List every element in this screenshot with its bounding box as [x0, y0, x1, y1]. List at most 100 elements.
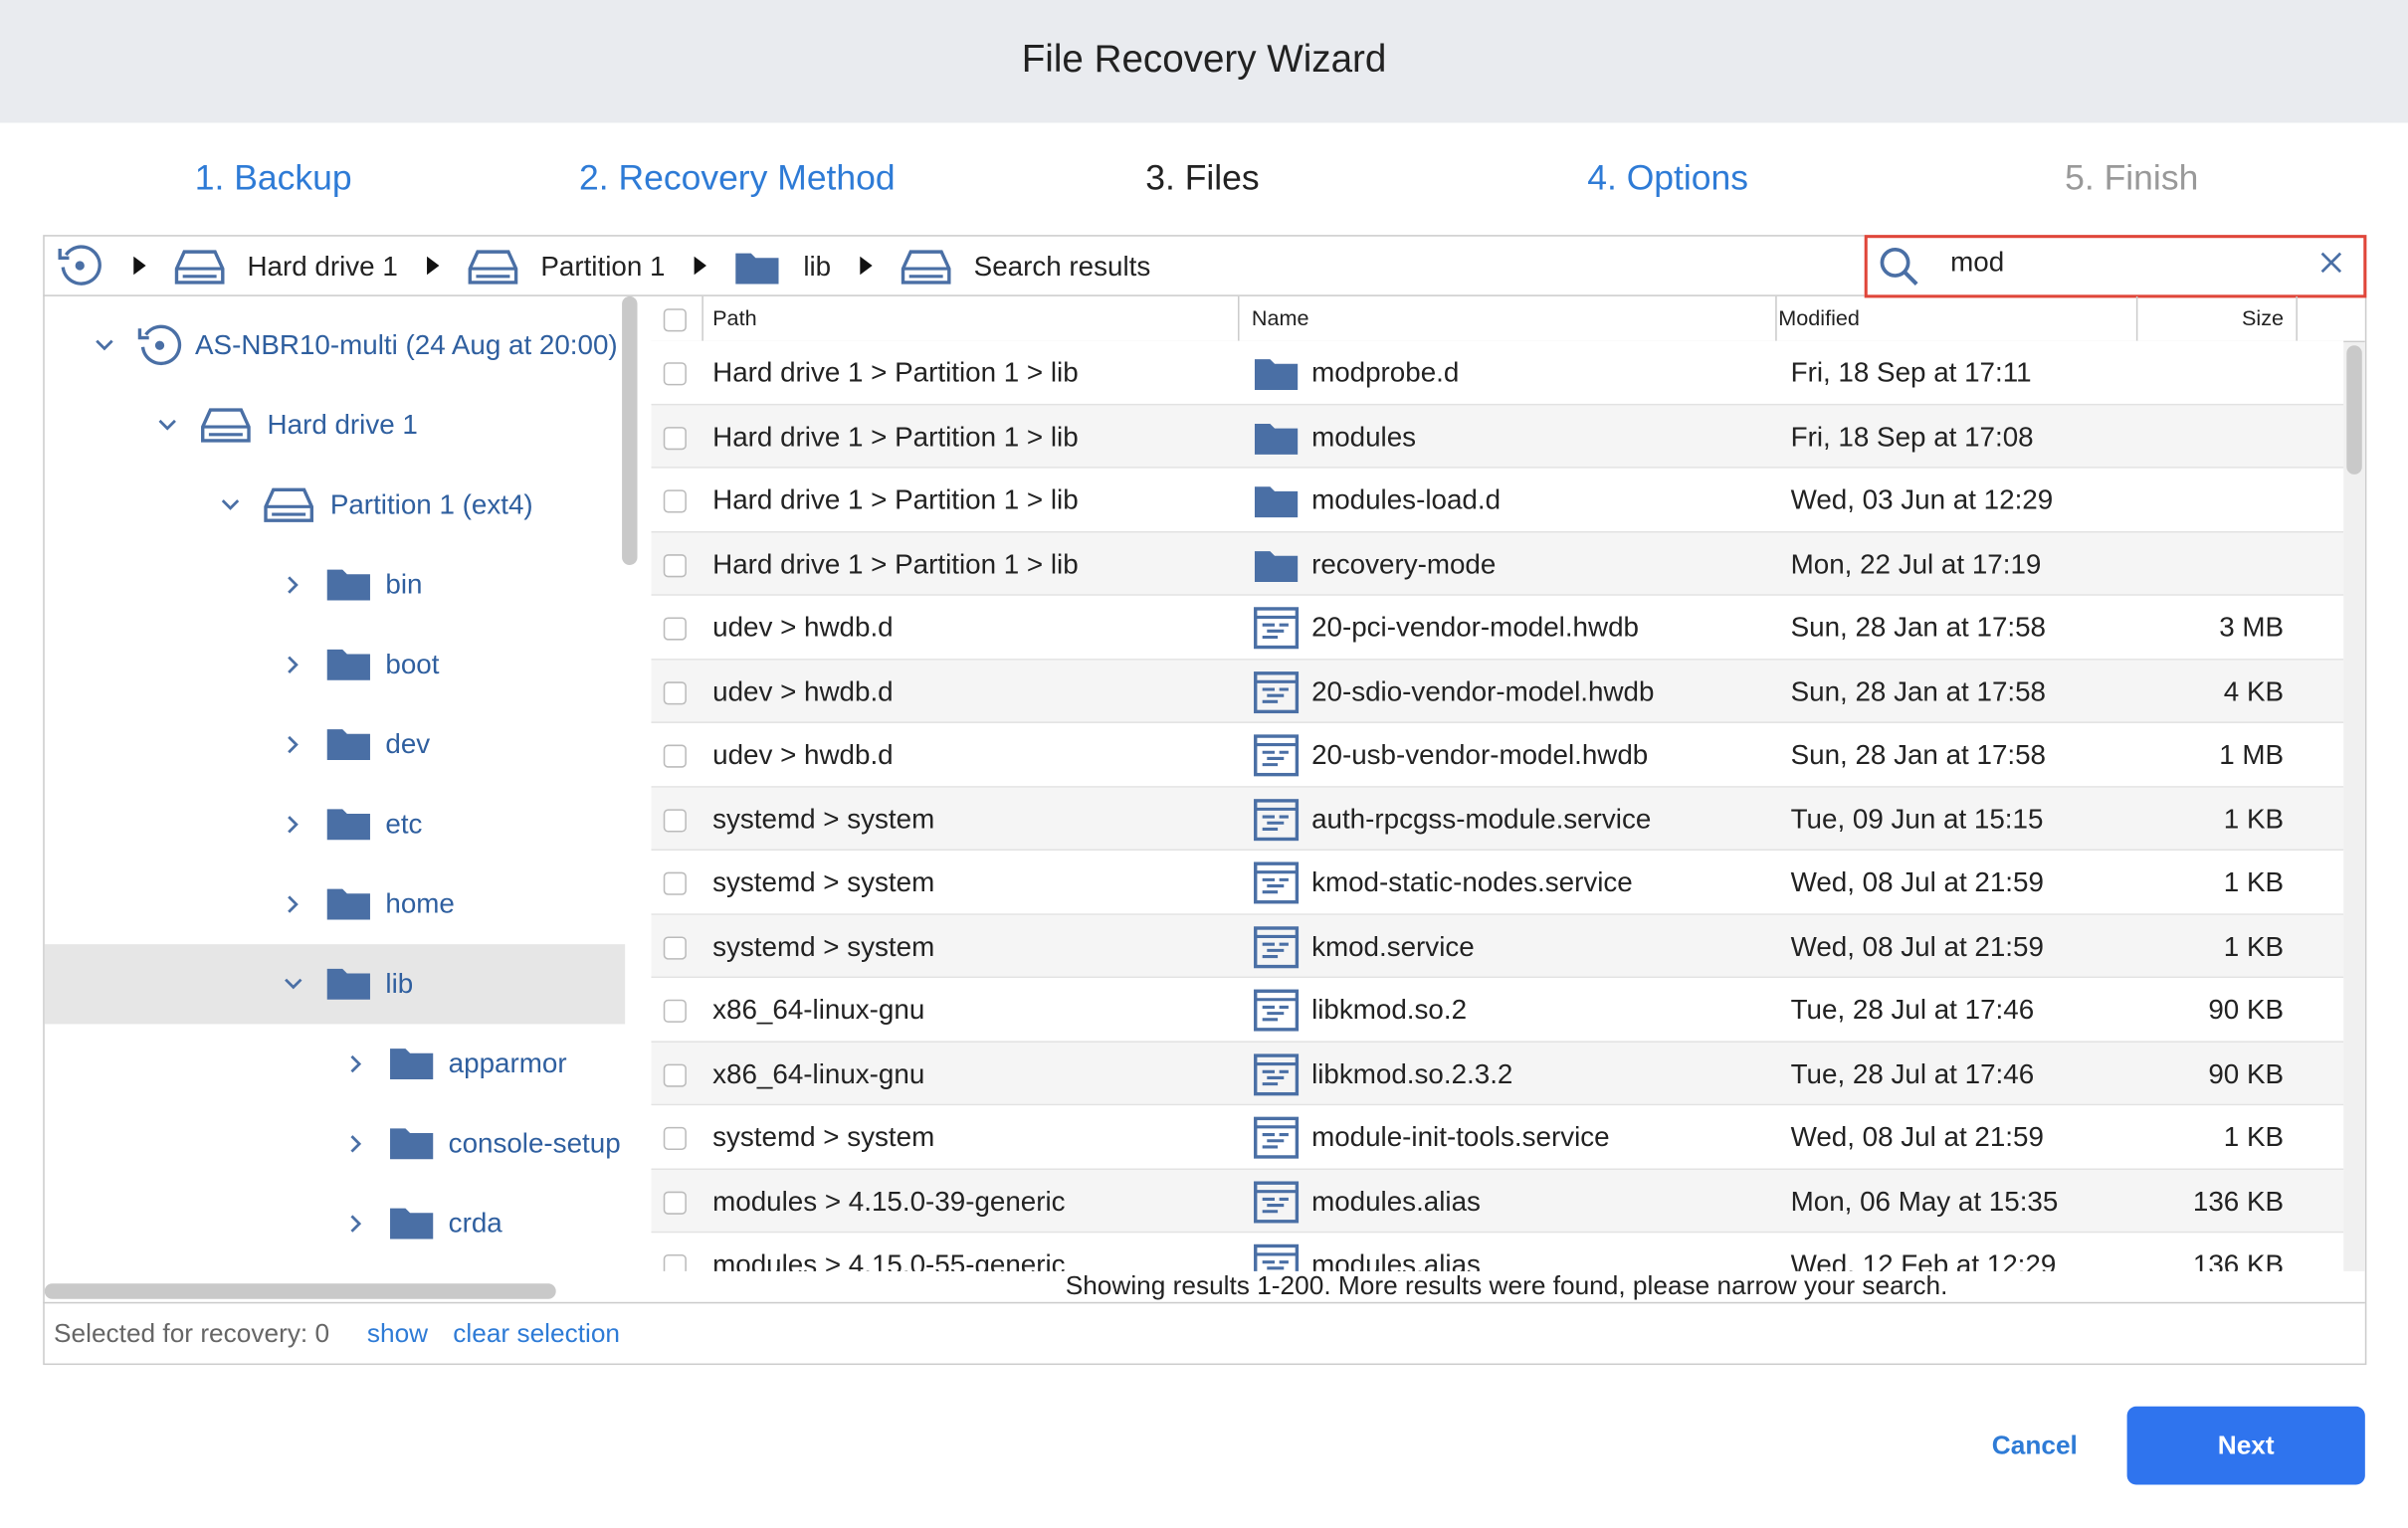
checkbox[interactable] — [663, 489, 687, 513]
table-row[interactable] — [651, 405, 2344, 470]
checkbox[interactable] — [663, 744, 687, 768]
tree-icon-svg — [326, 888, 370, 920]
tree-label[interactable]: apparmor — [448, 1048, 567, 1079]
file-icon — [1253, 989, 1300, 1040]
next-button[interactable]: Next — [2126, 1406, 2365, 1485]
tree-label[interactable]: Hard drive 1 — [267, 409, 418, 441]
tree-toggle-svg — [350, 1054, 362, 1073]
file-icon — [1253, 1052, 1300, 1103]
table-row[interactable] — [651, 1169, 2344, 1234]
checkbox[interactable] — [663, 1062, 687, 1086]
modified-cell: Wed, 12 Feb at 12:29 — [1790, 1248, 2057, 1271]
tree-toggle — [345, 1213, 367, 1242]
tree-label[interactable]: bin — [385, 568, 423, 600]
breadcrumb-arrow — [693, 255, 707, 284]
size-cell: 136 KB — [2192, 1248, 2285, 1271]
wizard-step[interactable]: 4. Options — [1587, 157, 1749, 198]
footer-divider — [43, 1301, 2365, 1304]
path-cell: udev > hwdb.d — [712, 739, 894, 771]
path-cell: Hard drive 1 > Partition 1 > lib — [712, 420, 1079, 452]
column-divider — [1237, 295, 1240, 341]
status-text: Showing results 1-200. More results were… — [1065, 1270, 1948, 1301]
table-row[interactable] — [651, 914, 2344, 979]
checkbox[interactable] — [663, 308, 687, 332]
search-input[interactable]: mod — [1950, 246, 2005, 278]
file-icon-svg — [1254, 925, 1300, 968]
checkbox[interactable] — [663, 617, 687, 641]
drive-icon — [467, 247, 518, 294]
tree-icon — [388, 1045, 434, 1089]
modified-cell: Mon, 06 May at 15:35 — [1790, 1185, 2059, 1217]
checkbox[interactable] — [663, 362, 687, 386]
tree-label[interactable]: dev — [385, 728, 431, 760]
name-cell: modules-load.d — [1311, 483, 1502, 515]
tree-toggle — [283, 814, 304, 843]
checkbox[interactable] — [663, 871, 687, 895]
checkbox[interactable] — [663, 1126, 687, 1151]
breadcrumb-item[interactable]: Search results — [973, 251, 1151, 283]
wizard-step[interactable]: 1. Backup — [194, 157, 352, 198]
cancel-button[interactable]: Cancel — [1991, 1431, 2078, 1460]
name-cell: libkmod.so.2.3.2 — [1311, 1057, 1513, 1089]
checkbox[interactable] — [663, 680, 687, 704]
clear-selection-link[interactable]: clear selection — [453, 1318, 621, 1349]
table-row[interactable] — [651, 851, 2344, 915]
checkbox[interactable] — [663, 1190, 687, 1215]
header-bar — [0, 0, 2408, 123]
wizard-step[interactable]: 5. Finish — [2065, 157, 2199, 198]
table-row[interactable] — [651, 596, 2344, 661]
table-row[interactable] — [651, 532, 2344, 597]
table-row[interactable] — [651, 1233, 2344, 1271]
tree-icon — [200, 405, 252, 453]
file-icon — [1253, 925, 1300, 976]
tree-label[interactable]: crda — [448, 1207, 502, 1239]
tree-label[interactable]: Partition 1 (ext4) — [329, 488, 533, 520]
column-header[interactable]: Name — [1251, 305, 1309, 330]
checkbox[interactable] — [663, 935, 687, 959]
table-row[interactable] — [651, 1042, 2344, 1106]
tree-icon — [263, 485, 314, 533]
table-row[interactable] — [651, 1105, 2344, 1170]
checkbox[interactable] — [663, 999, 687, 1023]
search-box[interactable] — [1864, 235, 2367, 298]
column-header[interactable]: Size — [2242, 305, 2285, 330]
name-cell: kmod-static-nodes.service — [1311, 866, 1633, 898]
checkbox[interactable] — [663, 426, 687, 450]
tree-label[interactable]: home — [385, 887, 455, 919]
breadcrumb-item[interactable]: Partition 1 — [540, 251, 666, 283]
column-header[interactable]: Modified — [1778, 305, 1860, 330]
checkbox[interactable] — [663, 1253, 687, 1271]
table-row[interactable] — [651, 469, 2344, 533]
checkbox[interactable] — [663, 553, 687, 577]
show-link[interactable]: show — [366, 1318, 429, 1349]
wizard-title: File Recovery Wizard — [1021, 37, 1387, 82]
tree-icon — [388, 1124, 434, 1169]
breadcrumb-item[interactable]: lib — [803, 251, 832, 283]
breadcrumb-item[interactable]: Hard drive 1 — [247, 251, 398, 283]
tree-label[interactable]: etc — [385, 808, 423, 840]
table-row[interactable] — [651, 341, 2344, 406]
file-icon — [1253, 607, 1300, 658]
tree-label[interactable]: console-setup — [448, 1127, 621, 1159]
tree-toggle-svg — [288, 735, 299, 754]
size-cell: 1 MB — [2219, 739, 2285, 771]
tree-label[interactable]: lib — [385, 968, 414, 999]
table-row[interactable] — [651, 660, 2344, 724]
table-row[interactable] — [651, 787, 2344, 852]
tree-hscroll — [44, 1283, 556, 1299]
breadcrumb-arrow — [426, 255, 441, 284]
tree-toggle — [220, 494, 242, 523]
size-cell: 3 MB — [2219, 612, 2285, 643]
wizard-step[interactable]: 2. Recovery Method — [578, 157, 896, 198]
drive-icon-svg — [901, 250, 951, 285]
checkbox[interactable] — [663, 808, 687, 832]
table-row[interactable] — [651, 723, 2344, 788]
tree-icon-svg — [326, 729, 370, 760]
clear-search-svg — [2320, 252, 2342, 274]
tree-label[interactable]: boot — [385, 649, 440, 679]
tree-label[interactable]: AS-NBR10-multi (24 Aug at 20:00) — [195, 329, 618, 360]
table-row[interactable] — [651, 978, 2344, 1043]
breadcrumb-arrow — [859, 255, 874, 284]
column-header[interactable]: Path — [712, 305, 757, 330]
file-icon-svg — [1254, 1180, 1300, 1223]
